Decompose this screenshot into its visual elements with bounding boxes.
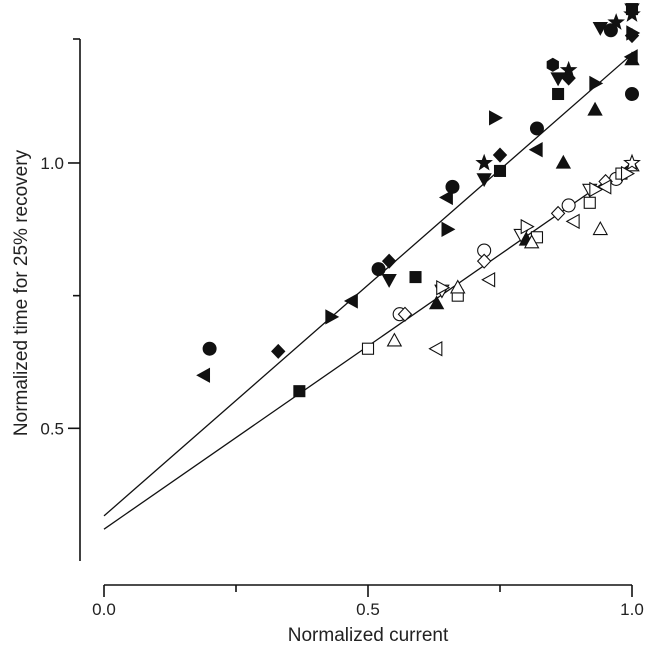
data-point (489, 110, 503, 126)
series-open-triangle-right (436, 165, 636, 296)
data-point (293, 385, 306, 398)
data-point (589, 181, 604, 198)
data-point (559, 60, 578, 78)
data-point (607, 13, 625, 30)
data-point (343, 293, 358, 309)
data-point (325, 309, 340, 325)
data-point (528, 142, 543, 158)
data-point (381, 274, 397, 288)
data-point (397, 306, 413, 322)
x-tick-label: 0.5 (356, 600, 380, 619)
data-point (409, 271, 422, 284)
data-point (271, 343, 286, 359)
series-filled-star (475, 5, 641, 171)
data-point (481, 271, 496, 288)
series-filled-hexagon (546, 57, 559, 72)
data-point (441, 221, 456, 237)
data-point (592, 221, 609, 236)
data-point (523, 234, 540, 249)
data-point (428, 295, 445, 310)
data-point (381, 253, 397, 269)
data-point (597, 179, 612, 195)
data-point (520, 218, 535, 235)
series-filled-diamond (271, 28, 640, 359)
fit-line-filled (103, 53, 633, 517)
data-point (592, 21, 608, 36)
data-point (561, 198, 576, 213)
y-tick-label: 0.5 (40, 419, 64, 438)
data-point (476, 253, 492, 269)
series-filled-triangle-left (196, 49, 638, 383)
data-point (428, 340, 443, 357)
data-point (583, 196, 596, 209)
data-point (386, 332, 403, 347)
data-markers (196, 3, 641, 398)
data-point (475, 153, 493, 171)
data-point (439, 189, 453, 206)
x-tick-label: 0.0 (92, 600, 116, 619)
series-open-triangle-left (428, 179, 612, 357)
data-point (626, 25, 641, 41)
data-point (493, 164, 507, 177)
data-point (623, 49, 638, 65)
series-filled-triangle-right (325, 25, 641, 325)
x-tick-label: 1.0 (620, 600, 644, 619)
data-point (492, 147, 508, 163)
series-filled-triangle-down (381, 3, 640, 288)
data-point (550, 72, 566, 87)
series-open-star (623, 153, 641, 171)
data-point (202, 341, 217, 356)
data-point (623, 5, 641, 22)
series-open-square (361, 167, 628, 355)
series-open-diamond (397, 173, 613, 322)
x-axis-title: Normalized current (288, 625, 449, 646)
data-point (623, 153, 641, 171)
data-point (361, 342, 375, 355)
data-point (529, 121, 544, 136)
data-point (371, 262, 386, 277)
data-point (436, 279, 451, 296)
data-point (546, 57, 559, 72)
data-point (552, 87, 565, 101)
data-point (196, 367, 211, 383)
data-point (550, 205, 566, 222)
data-point (587, 101, 603, 116)
data-point (620, 165, 636, 182)
data-point (625, 86, 639, 101)
y-axis-title: Normalized time for 25% recovery (11, 149, 32, 436)
data-point (555, 154, 572, 169)
y-tick-label: 1.0 (40, 154, 64, 173)
fit-lines (103, 53, 633, 530)
data-point (589, 75, 604, 92)
series-filled-circle (202, 23, 639, 356)
axis-ticks: 0.0 0.5 1.0 0.5 1.0 (40, 38, 644, 619)
data-point (476, 173, 492, 188)
axes (79, 39, 632, 586)
data-point (565, 213, 580, 230)
data-point (450, 279, 466, 294)
